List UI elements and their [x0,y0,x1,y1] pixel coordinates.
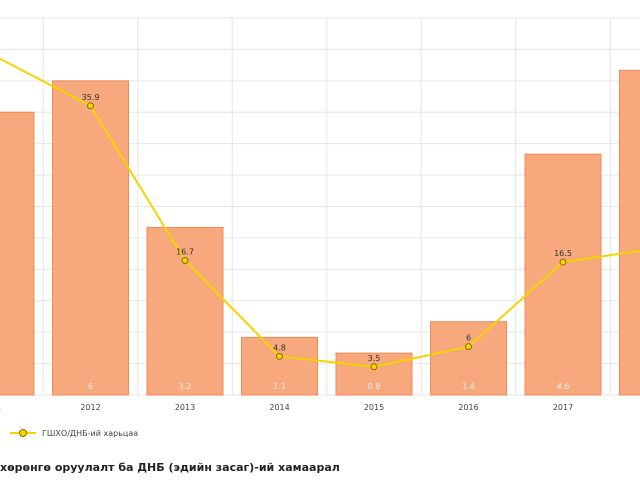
line-value-label: 16.5 [554,249,572,258]
x-tick-label: 2017 [553,403,573,412]
bar-value-label: 4.6 [557,382,570,391]
x-tick-label: 2016 [458,403,478,412]
line-point-2017 [559,258,567,266]
line-legend-marker-icon [10,428,36,438]
x-tick-label: 11 [0,403,1,412]
bar-2012 [52,80,129,396]
bar-2016 [430,321,507,396]
chart-caption: хөрөнгө оруулалт ба ДНБ (эдийн засаг)-ий… [0,461,340,474]
legend-label: ГШХО/ДНБ-ий харьцаа [42,428,139,438]
bar-2015 [335,352,413,396]
line-point-2012 [87,102,94,110]
bar-2017 [524,153,602,396]
x-tick-label: 2014 [269,403,289,412]
line-value-label: 3.5 [368,354,381,363]
line-point-2014 [276,352,283,360]
line-path [0,57,640,368]
line-series [0,57,640,371]
line-point-2016 [465,343,472,351]
bar-2013 [146,226,224,396]
line-value-label: 4.8 [273,343,286,352]
bar-value-label: 1.1 [273,382,286,391]
labels: 563.21.10.81.44.611201220132014201520162… [0,93,573,412]
bar-2014 [241,336,318,396]
line-value-label: 6 [466,334,471,343]
x-tick-label: 2012 [80,403,100,412]
bar-2018 [619,69,640,396]
bars [0,69,640,396]
x-tick-label: 2013 [175,403,195,412]
line-value-label: 35.9 [82,93,100,102]
line-point-2015 [370,363,378,371]
bar-value-label: 0.8 [368,382,381,391]
bar-2011 [0,111,35,396]
bar-value-label: 1.4 [462,382,475,391]
bar-value-label: 3.2 [179,382,192,391]
line-value-label: 16.7 [176,247,194,256]
legend[interactable]: ГШХО/ДНБ-ий харьцаа [10,428,138,438]
x-tick-label: 2015 [364,403,384,412]
bar-value-label: 6 [88,382,93,391]
line-point-2013 [181,256,189,264]
